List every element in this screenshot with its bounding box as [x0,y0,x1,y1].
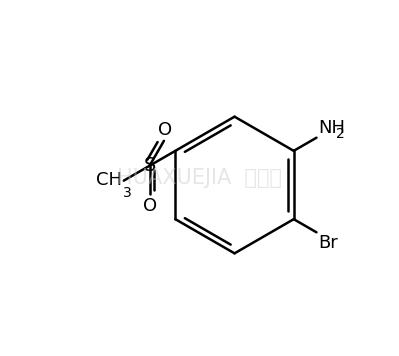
Text: 2: 2 [336,126,345,141]
Text: S: S [143,156,156,175]
Text: HUAXUEJIA  化学加: HUAXUEJIA 化学加 [117,168,282,188]
Text: CH: CH [97,171,122,189]
Text: NH: NH [318,119,345,137]
Text: 3: 3 [123,185,131,199]
Text: O: O [142,197,157,215]
Text: O: O [158,121,172,139]
Text: Br: Br [318,234,338,252]
